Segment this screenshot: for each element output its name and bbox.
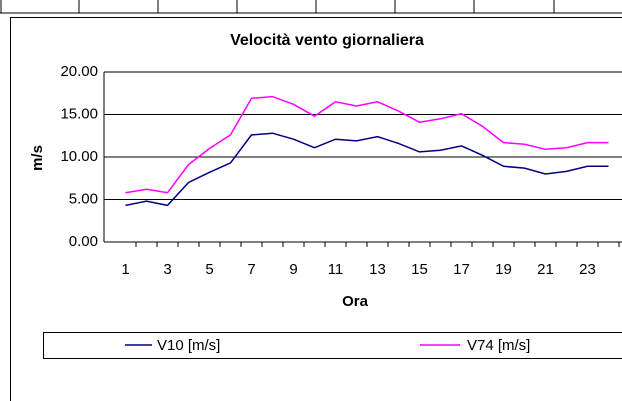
legend-label: V10 [m/s] (157, 337, 220, 354)
x-tick-label: 19 (495, 261, 512, 278)
x-axis-label: Ora (342, 293, 369, 310)
x-tick-label: 13 (369, 261, 386, 278)
y-tick-label: 20.00 (60, 63, 98, 80)
x-tick-label: 17 (453, 261, 470, 278)
y-tick-label: 15.00 (60, 105, 98, 122)
chart-title: Velocità vento giornaliera (230, 32, 424, 49)
x-tick-label: 15 (411, 261, 428, 278)
y-tick-label: 5.00 (69, 190, 98, 207)
x-tick-label: 23 (579, 261, 596, 278)
x-tick-label: 9 (289, 261, 297, 278)
legend-label: V74 [m/s] (467, 337, 530, 354)
line-series (125, 132, 609, 207)
x-tick-label: 1 (121, 261, 129, 278)
y-axis-label: m/s (29, 145, 46, 171)
x-tick-label: 3 (163, 261, 171, 278)
y-tick-label: 0.00 (69, 233, 98, 250)
x-tick-label: 7 (247, 261, 255, 278)
x-tick-label: 21 (537, 261, 554, 278)
line-series (125, 95, 609, 194)
x-tick-label: 11 (328, 261, 344, 278)
y-tick-label: 10.00 (60, 148, 98, 165)
sheet-grid (0, 0, 622, 14)
x-tick-label: 5 (205, 261, 213, 278)
